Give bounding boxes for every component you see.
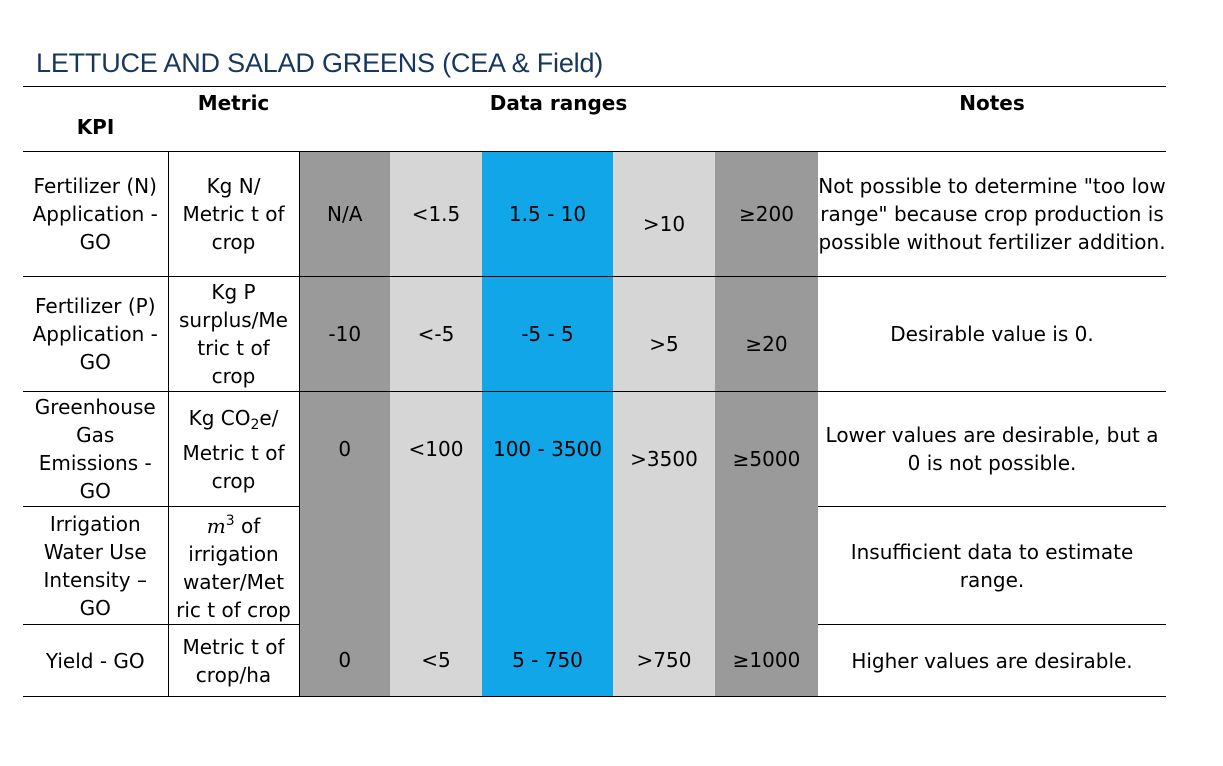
range-cell-3: 1.5 - 10 [482, 151, 613, 277]
header-kpi: KPI [23, 86, 168, 152]
page-title: LETTUCE AND SALAD GREENS (CEA & Field) [36, 48, 604, 78]
kpi-cell: Fertilizer (P) Application - GO [23, 276, 169, 392]
range-cell-3 [482, 506, 613, 625]
metric-cell: Kg CO2e/Metric t of crop [168, 391, 300, 507]
range-cell-4: >3500 [613, 391, 715, 507]
range-cell-4: >5 [613, 276, 715, 392]
metric-cell: m3 of irrigation water/Met ric t of crop [168, 506, 300, 625]
metric-cell: Metric t of crop/ha [168, 624, 300, 697]
table-row: Yield - GO Metric t of crop/ha 0 <5 5 - 7… [23, 624, 1166, 697]
header-notes: Notes [818, 86, 1166, 152]
range-cell-1: -10 [299, 276, 390, 392]
range-cell-2: <-5 [390, 276, 482, 392]
range-cell-2: <5 [390, 624, 482, 697]
table-row: Irrigation Water Use Intensity – GO m3 of ir… [23, 506, 1166, 625]
range-cell-5: ≥1000 [715, 624, 818, 697]
range-cell-2: <100 [390, 391, 482, 507]
notes-cell: Higher values are desirable. [818, 624, 1166, 697]
range-cell-3: 5 - 750 [482, 624, 613, 697]
header-metric: Metric [168, 86, 299, 152]
metric-cell: Kg N/Metric t of crop [168, 151, 300, 277]
table-row: Fertilizer (N) Application - GO Kg N/Metri… [23, 151, 1166, 277]
range-cell-5: ≥20 [715, 276, 818, 392]
range-cell-5: ≥5000 [715, 391, 818, 507]
range-cell-4: >750 [613, 624, 715, 697]
header-data-ranges: Data ranges [299, 86, 818, 152]
range-cell-4 [613, 506, 715, 625]
range-cell-1 [299, 506, 390, 625]
range-cell-1: 0 [299, 624, 390, 697]
range-cell-1: N/A [299, 151, 390, 277]
range-cell-3: 100 - 3500 [482, 391, 613, 507]
range-cell-5 [715, 506, 818, 625]
notes-cell: Not possible to determine "too low range… [818, 151, 1166, 277]
range-cell-2 [390, 506, 482, 625]
kpi-cell: Irrigation Water Use Intensity – GO [23, 506, 169, 625]
range-cell-3: -5 - 5 [482, 276, 613, 392]
notes-cell: Desirable value is 0. [818, 276, 1166, 392]
kpi-cell: Fertilizer (N) Application - GO [23, 151, 169, 277]
kpi-table: KPI Metric Data ranges Notes Fertilizer … [23, 86, 1166, 697]
table-header-row: KPI Metric Data ranges Notes [23, 86, 1166, 152]
notes-cell: Insufficient data to estimate range. [818, 506, 1166, 625]
range-cell-2: <1.5 [390, 151, 482, 277]
range-cell-1: 0 [299, 391, 390, 507]
range-cell-4: >10 [613, 151, 715, 277]
kpi-cell: Greenhouse Gas Emissions - GO [23, 391, 169, 507]
notes-cell: Lower values are desirable, but a 0 is n… [818, 391, 1166, 507]
kpi-cell: Yield - GO [23, 624, 169, 697]
table-row: Greenhouse Gas Emissions - GO Kg CO2e/Metri… [23, 391, 1166, 507]
range-cell-5: ≥200 [715, 151, 818, 277]
